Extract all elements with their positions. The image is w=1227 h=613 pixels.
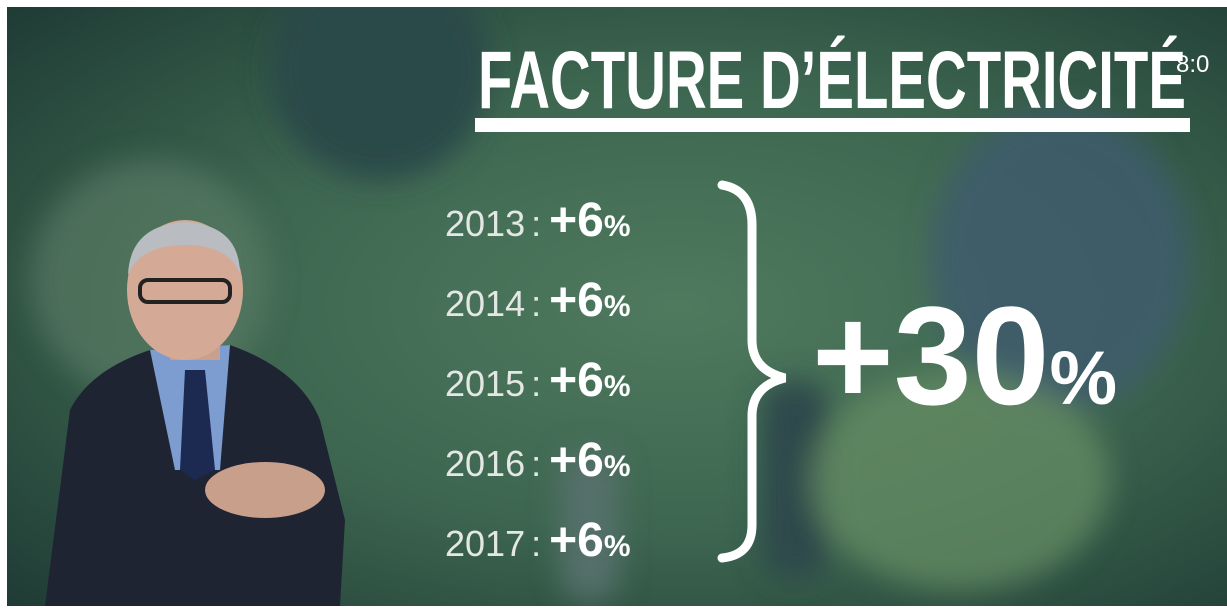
total: +30%: [812, 277, 1117, 434]
frame-top: [0, 0, 1227, 7]
rows: 2013: +6%2014: +6%2015: +6%2016: +6%2017: +6%: [445, 194, 631, 567]
total-change: +30: [812, 277, 1049, 434]
row-separator: :: [531, 363, 541, 404]
title: FACTURE D’ÉLECTRICITÉ: [478, 35, 1186, 126]
row: 2017: +6%: [445, 514, 631, 567]
brace: [717, 180, 787, 563]
frame-left: [0, 0, 7, 613]
row-separator: :: [531, 443, 541, 484]
row-year: 2017: [445, 523, 525, 564]
row-year: 2015: [445, 363, 525, 404]
title-underline: [475, 118, 1190, 132]
clock: 8:0: [1176, 51, 1209, 78]
row-year: 2013: [445, 203, 525, 244]
row: 2014: +6%: [445, 274, 631, 327]
row-separator: :: [531, 523, 541, 564]
row-change: +6: [549, 514, 604, 567]
row-separator: :: [531, 283, 541, 324]
row-year: 2016: [445, 443, 525, 484]
total-unit: %: [1049, 336, 1117, 421]
row: 2015: +6%: [445, 354, 631, 407]
row-change: +6: [549, 354, 604, 407]
row-unit: %: [604, 450, 631, 483]
row-separator: :: [531, 203, 541, 244]
row-year: 2014: [445, 283, 525, 324]
frame-bottom: [0, 606, 1227, 613]
row-unit: %: [604, 370, 631, 403]
row-change: +6: [549, 274, 604, 327]
row-change: +6: [549, 194, 604, 247]
row-unit: %: [604, 530, 631, 563]
row: 2013: +6%: [445, 194, 631, 247]
row-unit: %: [604, 210, 631, 243]
row-unit: %: [604, 290, 631, 323]
row-change: +6: [549, 434, 604, 487]
row: 2016: +6%: [445, 434, 631, 487]
presenter: [45, 220, 345, 606]
